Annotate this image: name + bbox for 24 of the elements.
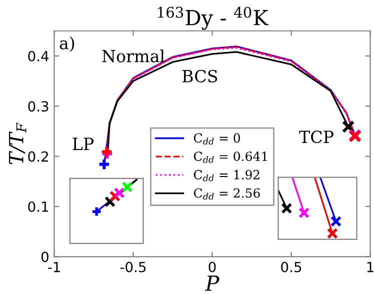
chart-title: $^{163}$Dy - $^{40}$K [158,6,269,30]
x-tick-label: 0 [208,262,216,272]
y-tick-label: 0.2 [28,151,48,162]
y-tick-label: 0.1 [28,201,48,212]
y-axis-title: T/T$_{F}$ [9,122,26,164]
x-tick-label: 0.5 [281,262,302,272]
legend-label: C$_{dd}$ = 0 [194,133,240,145]
y-tick-label: 0.4 [28,50,49,62]
x-tick-label: -0.5 [120,262,146,272]
annotation: LP [72,138,94,150]
x-axis-title: P [204,276,220,291]
legend-label: C$_{dd}$ = 1.92 [194,170,260,182]
y-tick-label: 0.3 [28,101,48,112]
annotation: a) [60,36,74,52]
y-tick-label: 0 [41,252,48,262]
point [342,120,355,134]
legend-label: C$_{dd}$ = 0.641 [194,152,267,163]
annotation: BCS [182,70,218,82]
x-tick-label: 1 [367,262,374,272]
x-tick-label: -1 [48,262,60,272]
point [98,158,111,171]
annotation: Normal [102,49,165,62]
annotation: TCP [299,130,334,144]
legend-label: C$_{dd}$ = 2.56 [194,188,260,200]
